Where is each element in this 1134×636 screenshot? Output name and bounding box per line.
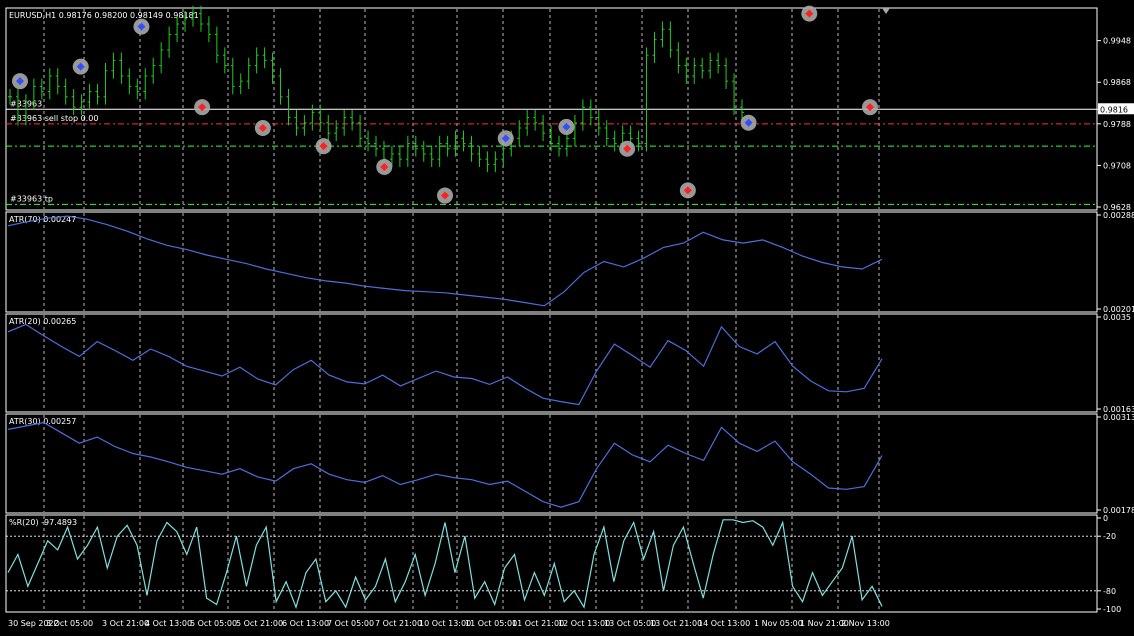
sell-trade-marker[interactable] xyxy=(376,159,392,175)
buy-trade-marker[interactable] xyxy=(741,115,757,131)
y-tick-label: 0.0035 xyxy=(1103,313,1131,322)
x-tick-label: 7 Oct 21:00 xyxy=(375,619,422,628)
y-tick-label: 0 xyxy=(1103,514,1108,523)
buy-trade-marker[interactable] xyxy=(133,19,149,35)
y-tick-label: -80 xyxy=(1103,587,1116,596)
x-tick-label: 1 Nov 05:00 xyxy=(754,619,803,628)
sell-trade-marker[interactable] xyxy=(437,188,453,204)
x-tick-label: 12 Oct 13:00 xyxy=(558,619,610,628)
sell-trade-marker[interactable] xyxy=(255,120,271,136)
level-label: #33963 sell stop 0.00 xyxy=(10,114,98,123)
x-tick-label: 11 Oct 21:00 xyxy=(512,619,564,628)
sell-trade-marker[interactable] xyxy=(194,99,210,115)
y-tick-label: 0.9948 xyxy=(1103,37,1131,46)
x-tick-label: 14 Oct 13:00 xyxy=(698,619,750,628)
x-tick-label: 7 Oct 05:00 xyxy=(327,619,374,628)
x-tick-label: 6 Oct 13:00 xyxy=(282,619,329,628)
x-tick-label: 11 Oct 05:00 xyxy=(465,619,517,628)
x-tick-label: 13 Oct 05:00 xyxy=(604,619,656,628)
y-tick-label: 0.00313 xyxy=(1103,413,1134,422)
x-tick-label: 4 Oct 13:00 xyxy=(145,619,192,628)
x-tick-label: 3 Oct 05:00 xyxy=(46,619,93,628)
x-tick-label: 5 Oct 05:00 xyxy=(190,619,237,628)
x-tick-label: 3 Oct 21:00 xyxy=(102,619,149,628)
x-tick-label: 13 Oct 21:00 xyxy=(650,619,702,628)
x-tick-label: 10 Oct 13:00 xyxy=(419,619,471,628)
buy-trade-marker[interactable] xyxy=(498,130,514,146)
buy-trade-marker[interactable] xyxy=(73,59,89,75)
x-tick-label: 5 Oct 21:00 xyxy=(236,619,283,628)
y-tick-label: 0.9788 xyxy=(1103,120,1131,129)
y-tick-label: 0.9868 xyxy=(1103,78,1131,87)
y-tick-label: 0.00288 xyxy=(1103,211,1134,220)
buy-trade-marker[interactable] xyxy=(12,73,28,89)
panel-title: EURUSD,H1 0.98176 0.98200 0.98149 0.9818… xyxy=(9,11,199,20)
panel-title: %R(20) -97.4893 xyxy=(9,518,77,527)
sell-trade-marker[interactable] xyxy=(619,141,635,157)
y-tick-label: -100 xyxy=(1103,605,1121,614)
sell-trade-marker[interactable] xyxy=(680,182,696,198)
level-label: #33963 tp xyxy=(10,194,53,203)
sell-trade-marker[interactable] xyxy=(316,138,332,154)
x-tick-label: 2 Nov 13:00 xyxy=(841,619,890,628)
panel-title: ATR(30) 0.00257 xyxy=(9,417,76,426)
sell-trade-marker[interactable] xyxy=(862,99,878,115)
buy-trade-marker[interactable] xyxy=(558,119,574,135)
current-price-label: 0.9816 xyxy=(1100,105,1128,114)
y-tick-label: -20 xyxy=(1103,532,1116,541)
panel-title: ATR(20) 0.00265 xyxy=(9,317,76,326)
y-tick-label: 0.9708 xyxy=(1103,161,1131,170)
sell-trade-marker[interactable] xyxy=(801,6,817,22)
